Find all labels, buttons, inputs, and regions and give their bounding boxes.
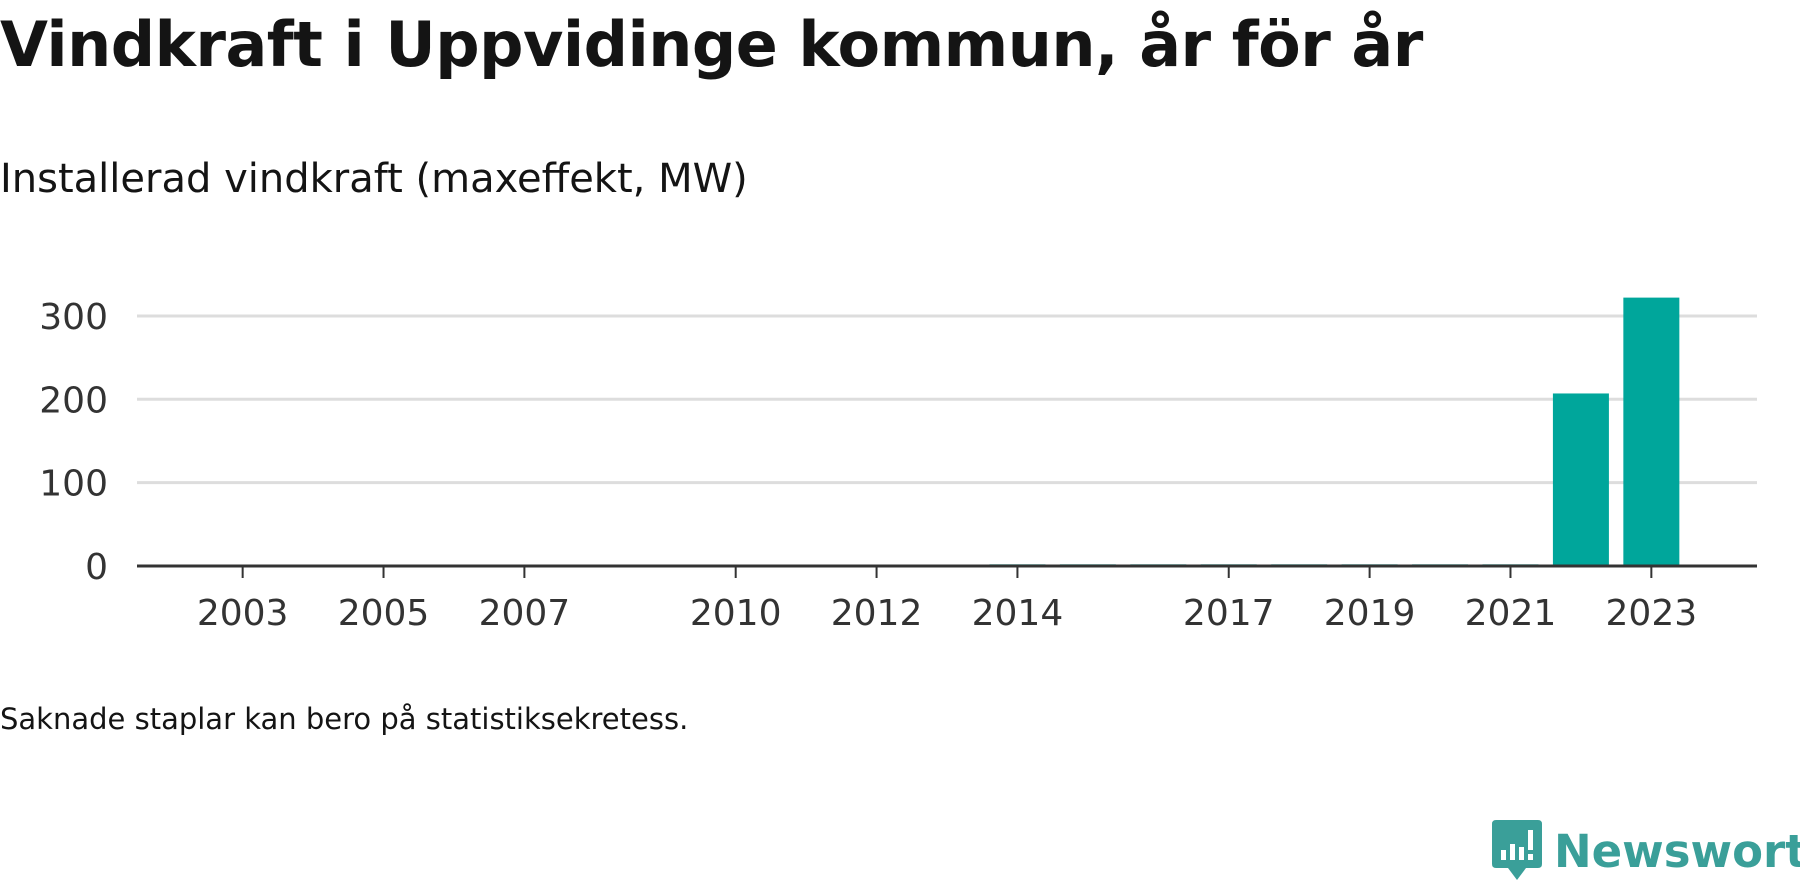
x-tick-label: 2017: [1183, 593, 1275, 634]
x-tick-label: 2023: [1606, 593, 1698, 634]
y-tick-label: 0: [85, 547, 108, 588]
x-tick-label: 2003: [197, 593, 289, 634]
y-tick-label: 300: [39, 297, 108, 338]
x-tick-label: 2010: [690, 593, 782, 634]
x-axis: [137, 564, 1757, 578]
bar-2023: [1623, 297, 1680, 566]
newsworthy-logo: Newsworthy: [1492, 820, 1800, 882]
x-tick-labels: 2003 2005 2007 2010 2012 2014 2017 2019 2021 2023: [197, 593, 1697, 634]
y-tick-label: 100: [39, 464, 108, 505]
bars: [989, 297, 1680, 566]
bar-2022: [1552, 393, 1609, 566]
brand-name: Newsworthy: [1554, 824, 1800, 878]
x-tick-label: 2014: [972, 593, 1064, 634]
x-tick-label: 2007: [479, 593, 571, 634]
y-tick-labels: 0 100 200 300: [39, 297, 108, 588]
chart-title: Vindkraft i Uppvidinge kommun, år för år: [0, 8, 1423, 81]
y-tick-label: 200: [39, 380, 108, 421]
x-tick-label: 2019: [1324, 593, 1416, 634]
x-tick-label: 2021: [1465, 593, 1557, 634]
footnote: Saknade staplar kan bero på statistiksek…: [0, 702, 689, 736]
x-tick-label: 2012: [831, 593, 923, 634]
newsworthy-logo-icon: [1492, 820, 1542, 880]
chart-subtitle: Installerad vindkraft (maxeffekt, MW): [0, 156, 748, 202]
x-tick-label: 2005: [338, 593, 430, 634]
grid-lines: [137, 314, 1757, 485]
